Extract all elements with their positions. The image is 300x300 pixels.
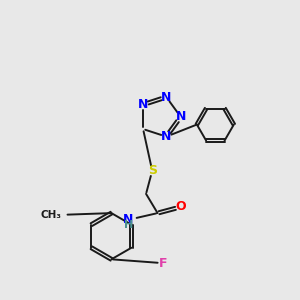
Text: N: N bbox=[123, 213, 133, 226]
Text: O: O bbox=[176, 200, 186, 213]
Text: N: N bbox=[161, 91, 172, 103]
Text: S: S bbox=[148, 164, 157, 177]
Text: N: N bbox=[138, 98, 148, 111]
Text: CH₃: CH₃ bbox=[40, 210, 62, 220]
Text: N: N bbox=[176, 110, 186, 123]
Text: H: H bbox=[124, 220, 134, 230]
Text: F: F bbox=[159, 257, 167, 270]
Text: N: N bbox=[161, 130, 172, 143]
